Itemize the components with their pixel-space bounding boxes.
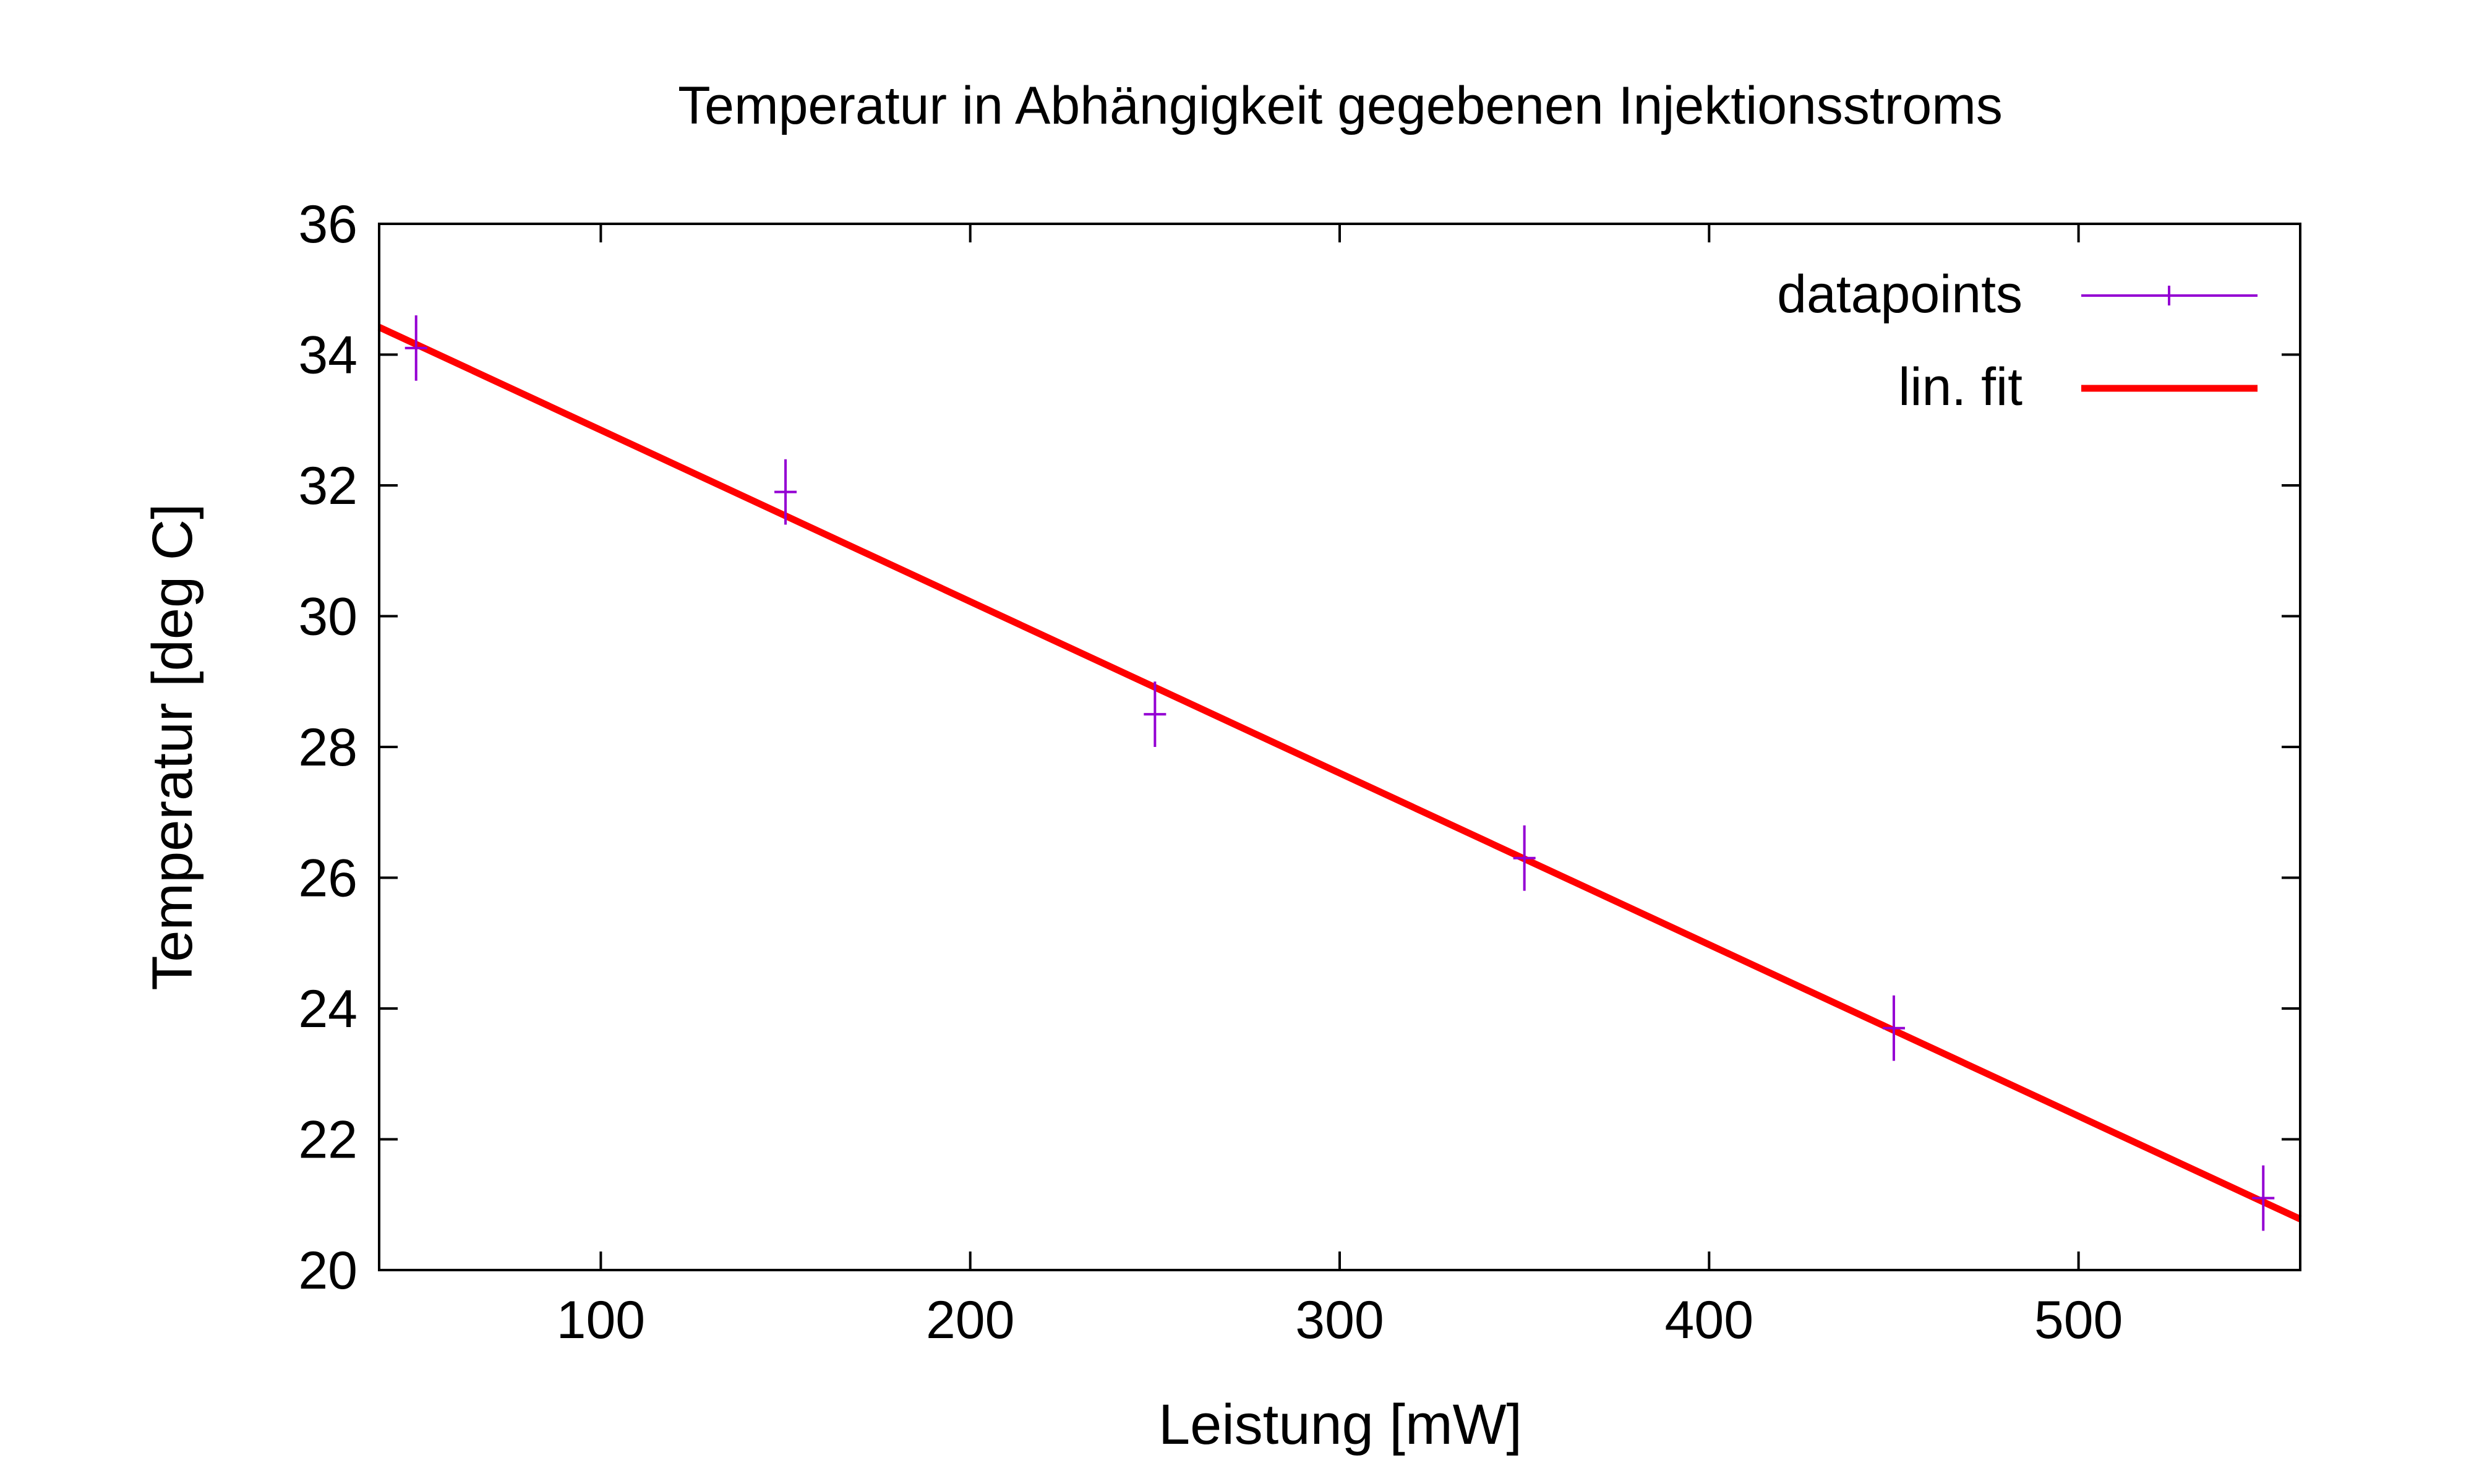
y-tick-label: 28 — [298, 718, 357, 777]
y-tick-label: 20 — [298, 1241, 357, 1300]
legend-label-datapoints: datapoints — [1777, 265, 2022, 324]
y-axis-label: Temperatur [deg C] — [141, 503, 204, 990]
data-point — [1882, 995, 1905, 1061]
data-point — [404, 315, 427, 381]
y-tick-label: 26 — [298, 849, 357, 908]
plot-frame — [378, 223, 2301, 1271]
x-tick: 100 — [557, 224, 646, 1350]
legend-sample-datapoints — [2081, 286, 2258, 305]
y-axis-ticks: 20 22 24 26 28 30 32 34 36 — [298, 195, 2300, 1300]
x-tick-label: 400 — [1665, 1290, 1754, 1350]
y-tick: 32 — [298, 456, 2300, 516]
y-tick: 30 — [298, 587, 2300, 647]
y-tick: 20 — [298, 1241, 2300, 1300]
fit-line — [377, 324, 2302, 1222]
x-tick: 200 — [926, 224, 1015, 1350]
x-axis-ticks: 100 200 300 400 500 — [557, 224, 2123, 1350]
legend-label-fit: lin. fit — [1898, 357, 2022, 417]
x-axis-label: Leistung [mW] — [1158, 1393, 1522, 1456]
y-tick: 24 — [298, 979, 2300, 1039]
series-layer — [377, 315, 2302, 1231]
y-tick-label: 24 — [298, 979, 357, 1039]
x-tick: 300 — [1295, 224, 1384, 1350]
y-tick-label: 36 — [298, 195, 357, 254]
data-point — [1513, 825, 1536, 891]
legend: datapoints lin. fit — [1777, 265, 2258, 417]
x-tick-label: 100 — [557, 1290, 646, 1350]
x-tick: 400 — [1665, 224, 1754, 1350]
data-point — [2252, 1165, 2275, 1231]
x-tick-label: 500 — [2034, 1290, 2123, 1350]
y-tick-label: 34 — [298, 326, 357, 385]
chart-title: Temperatur in Abhängigkeit gegebenen Inj… — [678, 76, 2003, 135]
x-tick-label: 200 — [926, 1290, 1015, 1350]
y-tick-label: 22 — [298, 1111, 357, 1170]
y-tick: 22 — [298, 1111, 2300, 1170]
y-tick: 26 — [298, 849, 2300, 908]
x-tick-label: 300 — [1295, 1290, 1384, 1350]
x-tick: 500 — [2034, 224, 2123, 1350]
data-point — [774, 459, 797, 525]
y-tick: 28 — [298, 718, 2300, 777]
y-tick-label: 30 — [298, 587, 357, 647]
y-tick-label: 32 — [298, 456, 357, 516]
y-tick: 34 — [298, 326, 2300, 385]
data-point — [1144, 681, 1166, 747]
